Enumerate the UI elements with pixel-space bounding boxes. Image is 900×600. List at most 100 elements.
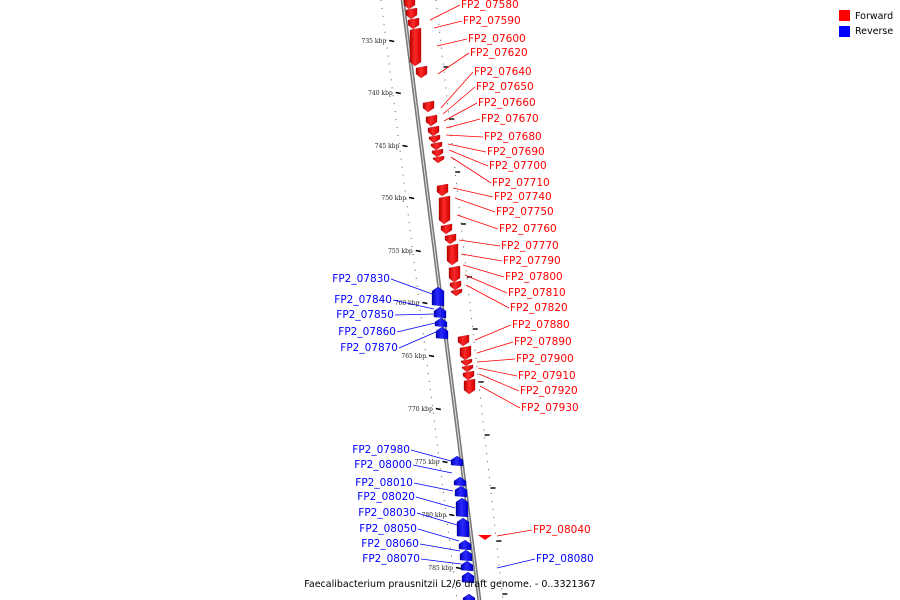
forward-gene-label[interactable]: FP2_07760 [499, 223, 557, 235]
gene-leader-line [448, 149, 489, 167]
forward-gene-label[interactable]: FP2_07580 [461, 0, 519, 11]
forward-genes: FP2_07580 FP2_07590 FP2_07600 FP2_07620 FP2_… [403, 0, 591, 540]
forward-gene-label[interactable]: FP2_07800 [505, 271, 563, 283]
forward-gene-block[interactable] [446, 243, 459, 266]
forward-gene-block[interactable] [428, 134, 441, 144]
reverse-gene-block[interactable] [460, 560, 474, 572]
reverse-gene-label[interactable]: FP2_07860 [338, 326, 396, 338]
forward-gene-label[interactable]: FP2_07620 [470, 47, 528, 59]
forward-gene-block[interactable] [444, 233, 457, 245]
scale-tick-label: 780 kbp [422, 512, 447, 519]
reverse-gene-block[interactable] [431, 286, 445, 307]
forward-gene-label[interactable]: FP2_07900 [516, 353, 574, 365]
forward-gene-block[interactable] [436, 183, 449, 197]
forward-gene-block[interactable] [449, 280, 462, 291]
scale-tick [408, 196, 415, 200]
reverse-gene-label[interactable]: FP2_08000 [354, 459, 412, 471]
forward-gene-label[interactable]: FP2_07740 [494, 191, 552, 203]
reverse-gene-label[interactable]: FP2_08010 [355, 477, 413, 489]
gene-leader-line [440, 71, 474, 109]
forward-gene-block[interactable] [448, 265, 461, 283]
forward-gene-label[interactable]: FP2_07600 [468, 33, 526, 45]
forward-gene-block[interactable] [463, 378, 476, 395]
forward-gene-block[interactable] [422, 100, 435, 113]
reverse-genes: FP2_07830 FP2_07840 FP2_07850 FP2_07860 FP2_… [332, 273, 594, 600]
forward-gene-block[interactable] [438, 195, 451, 225]
forward-gene-label[interactable]: FP2_07910 [518, 370, 576, 382]
forward-gene-block[interactable] [403, 0, 416, 10]
reverse-gene-block[interactable] [461, 571, 475, 584]
forward-gene-label[interactable]: FP2_07750 [496, 206, 554, 218]
reverse-gene-block[interactable] [434, 317, 448, 328]
scale-tick-label: 785 kbp [428, 565, 453, 572]
forward-gene-label[interactable]: FP2_07690 [487, 146, 545, 158]
gene-leader-line [442, 86, 476, 115]
reverse-gene-label[interactable]: FP2_07980 [352, 444, 410, 456]
forward-gene-block[interactable] [431, 148, 444, 158]
reverse-gene-label[interactable]: FP2_07870 [340, 342, 398, 354]
forward-gene-label[interactable]: FP2_07670 [481, 113, 539, 125]
forward-gene-label[interactable]: FP2_07650 [476, 81, 534, 93]
forward-gene-block[interactable] [432, 155, 445, 164]
reverse-gene-block[interactable] [454, 485, 468, 498]
forward-gene-label[interactable]: FP2_07890 [514, 336, 572, 348]
gene-leader-line [447, 143, 487, 153]
legend-reverse-swatch [839, 26, 850, 37]
forward-gene-label[interactable]: FP2_07930 [521, 402, 579, 414]
scale-tick-label: 770 kbp [408, 406, 433, 413]
forward-gene-block[interactable] [407, 17, 420, 30]
forward-gene-block[interactable] [461, 364, 474, 373]
forward-gene-block[interactable] [457, 334, 470, 347]
forward-gene-label[interactable]: FP2_07640 [474, 66, 532, 78]
forward-gene-block[interactable] [415, 65, 428, 79]
reverse-gene-label[interactable]: FP2_07830 [332, 273, 390, 285]
reverse-gene-block[interactable] [462, 593, 476, 600]
reverse-gene-block[interactable] [455, 497, 469, 518]
forward-gene-label[interactable]: FP2_07590 [463, 15, 521, 27]
gene-leader-line [392, 299, 435, 310]
forward-gene-label[interactable]: FP2_07810 [508, 287, 566, 299]
reverse-gene-block[interactable] [458, 539, 472, 551]
forward-gene-block[interactable] [409, 27, 422, 67]
forward-gene-label[interactable]: FP2_08040 [533, 524, 591, 536]
gene-leader-line [443, 102, 478, 122]
genome-caption: Faecalibacterium prausnitzii L2/6 draft … [304, 579, 595, 590]
reverse-gene-block[interactable] [456, 517, 470, 538]
forward-gene-block[interactable] [425, 114, 438, 127]
reverse-gene-label[interactable]: FP2_08060 [361, 538, 419, 550]
forward-gene-label[interactable]: FP2_07680 [484, 131, 542, 143]
forward-gene-label[interactable]: FP2_07790 [503, 255, 561, 267]
reverse-gene-block[interactable] [453, 476, 467, 487]
forward-gene-block[interactable] [427, 125, 440, 137]
gene-leader-line [396, 322, 436, 333]
reverse-gene-label[interactable]: FP2_08030 [358, 507, 416, 519]
reverse-gene-block[interactable] [459, 549, 473, 562]
gene-leader-line [450, 156, 492, 184]
gene-leader-line [464, 274, 508, 294]
forward-gene-label[interactable]: FP2_07710 [492, 177, 550, 189]
forward-gene-block[interactable] [405, 7, 418, 20]
scale-tick-label: 740 kbp [368, 90, 393, 97]
reverse-gene-label[interactable]: FP2_08070 [362, 553, 420, 565]
forward-gene-label[interactable]: FP2_07660 [478, 97, 536, 109]
legend-forward-label: Forward [855, 11, 893, 22]
reverse-gene-label[interactable]: FP2_07840 [334, 294, 392, 306]
forward-gene-label[interactable]: FP2_07820 [510, 302, 568, 314]
forward-gene-label[interactable]: FP2_07880 [512, 319, 570, 331]
forward-gene-label[interactable]: FP2_07770 [501, 240, 559, 252]
scale-tick [415, 249, 421, 253]
reverse-gene-label[interactable]: FP2_08080 [536, 553, 594, 565]
forward-gene-block[interactable] [440, 223, 453, 235]
forward-gene-label[interactable]: FP2_07700 [489, 160, 547, 172]
forward-gene-block[interactable] [462, 370, 475, 381]
reverse-gene-label[interactable]: FP2_07850 [336, 309, 394, 321]
reverse-gene-label[interactable]: FP2_08020 [357, 491, 415, 503]
forward-gene-block[interactable] [450, 288, 463, 297]
forward-gene-block[interactable] [478, 535, 492, 540]
reverse-gene-block[interactable] [433, 306, 447, 319]
forward-gene-block[interactable] [430, 141, 443, 151]
forward-gene-block[interactable] [460, 358, 473, 367]
reverse-gene-label[interactable]: FP2_08050 [359, 523, 417, 535]
forward-gene-block[interactable] [459, 345, 472, 361]
forward-gene-label[interactable]: FP2_07920 [520, 385, 578, 397]
